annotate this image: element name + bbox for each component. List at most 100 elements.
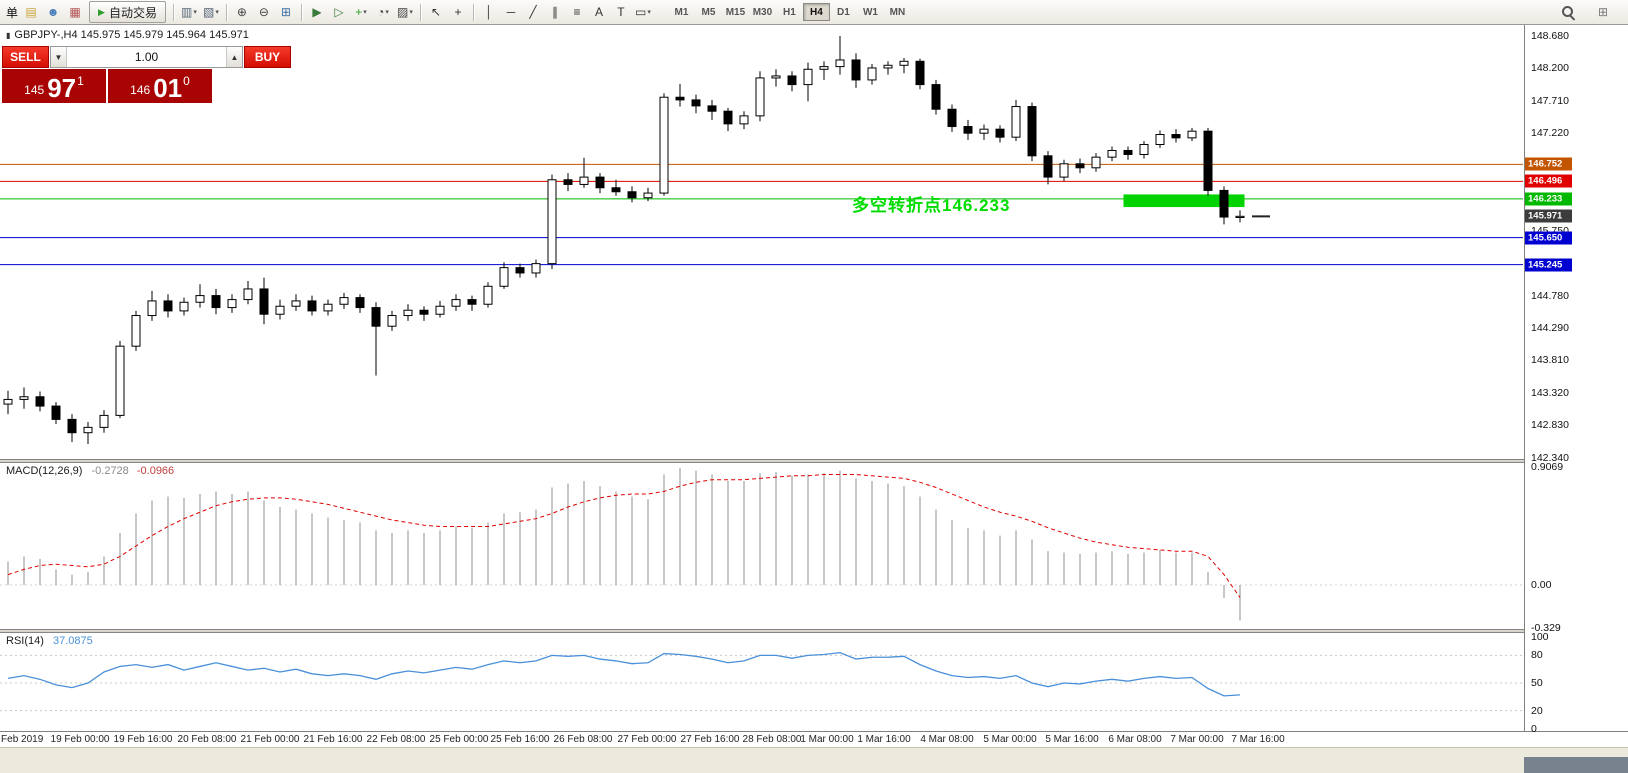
timeframe-m5[interactable]: M5 [701,6,716,18]
time-axis-label: 26 Feb 08:00 [553,734,613,745]
timeframe-m30[interactable]: M30 [752,6,773,18]
toolbar-separator [172,3,174,21]
timeframe-m15[interactable]: M15 [725,6,746,18]
crosshair-icon[interactable]: + [454,5,462,19]
timeframe-h1[interactable]: H1 [783,6,796,18]
zoom-out-icon[interactable]: ⊖ [258,5,269,19]
time-axis-label: 20 Feb 08:00 [177,734,237,745]
candle-icon: ▮ [6,30,11,40]
price-axis-label: 147.220 [1531,127,1569,140]
macd-axis-label: 0.9069 [1531,461,1564,474]
price-axis[interactable]: 148.680148.200147.710147.220146.730146.2… [1524,25,1628,735]
time-axis-label: 7 Mar 00:00 [1170,734,1224,745]
time-axis-label: 6 Mar 08:00 [1108,734,1162,745]
rsi-name: RSI(14) [6,635,44,647]
horizontal-line-icon[interactable]: ─ [506,5,516,19]
symbol-info-label: ▮ GBPJPY-,H4 145.975 145.979 145.964 145… [6,29,249,41]
ask-pipette: 0 [183,74,190,88]
search-icon[interactable] [1561,5,1576,20]
toolbar-separator [225,3,227,21]
text-icon[interactable]: A [594,5,603,19]
cursor-icon[interactable]: ↖ [430,5,441,19]
auto-scroll-icon[interactable]: ▶ [312,5,322,19]
bid-big-digits: 97 [47,72,77,103]
price-axis-label: 143.320 [1531,386,1569,399]
chevron-down-icon: ▾ [409,8,413,16]
volume-input[interactable] [67,47,226,67]
main-toolbar: 单 ▤ ☻ ▦ ▶ 自动交易 ▥ ▾ ▧ ▾ ⊕ ⊖ ⊞ ▶ ▷ + ▾ ◔ ▾ ▨ ▾ ↖ + │ ─ ╱ ∥ ≡ A T ▭ ▾ M1 M5… [0,0,1628,25]
turning-point-zone-box[interactable] [1123,194,1245,208]
timeframe-mn[interactable]: MN [889,6,906,18]
price-axis-label: 144.290 [1531,322,1569,335]
time-axis-label: 7 Mar 16:00 [1231,734,1285,745]
toolbar-separator [419,3,421,21]
price-axis-label: 148.200 [1531,61,1569,74]
profiles-icon[interactable]: ▧ ▾ [203,5,219,19]
volume-decrease-button[interactable]: ▼ [51,47,67,67]
price-axis-label: 144.780 [1531,289,1569,302]
vertical-line-icon[interactable]: │ [485,5,493,19]
macd-label: MACD(12,26,9) -0.2728 -0.0966 [6,465,174,477]
rsi-line [7,651,1241,697]
timeframe-d1[interactable]: D1 [837,6,850,18]
sell-button[interactable]: SELL [2,46,49,68]
chevron-down-icon: ▾ [215,8,219,16]
volume-increase-button[interactable]: ▲ [226,47,242,67]
text-label-icon[interactable]: T [617,5,625,19]
new-chart-icon[interactable]: ▥ ▾ [181,5,197,19]
timeframe-w1[interactable]: W1 [862,6,878,18]
horizontal-scrollbar[interactable] [0,747,1628,773]
channel-icon[interactable]: ∥ [551,5,558,19]
time-axis-label: 28 Feb 08:00 [742,734,802,745]
one-click-trading-panel: SELL ▼ ▲ BUY 145 97 1 146 01 0 [2,46,291,103]
bid-price[interactable]: 145 97 1 [2,69,106,103]
price-level-tag: 146.233 [1525,192,1572,206]
time-axis-label: 27 Feb 16:00 [680,734,740,745]
shapes-icon[interactable]: ▭ ▾ [635,5,651,19]
chevron-down-icon: ▾ [385,8,389,16]
periods-icon[interactable]: ◔ ▾ [377,5,389,19]
macd-axis-label: -0.329 [1531,621,1561,634]
market-chart-icon[interactable]: ▦ [69,5,81,19]
rsi-axis-label: 0 [1531,723,1537,735]
macd-splitter[interactable] [0,459,1628,463]
indicators-icon[interactable]: + ▾ [355,5,367,19]
tile-windows-icon[interactable]: ⊞ [280,5,291,19]
symbol-info-text: GBPJPY-,H4 145.975 145.979 145.964 145.9… [14,29,249,41]
buy-button[interactable]: BUY [244,46,291,68]
grid-icon[interactable]: ⊞ [1597,5,1609,19]
templates-icon[interactable]: ▨ ▾ [397,5,413,19]
trendline-icon[interactable]: ╱ [529,5,537,19]
rsi-axis-label: 80 [1531,649,1543,662]
fibonacci-icon[interactable]: ≡ [573,5,581,19]
order-label: 单 [6,5,19,20]
chart-shift-icon[interactable]: ▷ [334,5,344,19]
price-axis-label: 142.830 [1531,419,1569,432]
window-resize-corner[interactable] [1524,757,1628,773]
time-axis-label: 4 Mar 08:00 [920,734,974,745]
ask-price[interactable]: 146 01 0 [108,69,212,103]
time-axis-label: 19 Feb 00:00 [50,734,110,745]
price-axis-label: 143.810 [1531,354,1569,367]
volume-group: ▼ ▲ [50,46,243,68]
timeframe-m1[interactable]: M1 [674,6,689,18]
price-level-tag: 145.245 [1525,258,1572,272]
time-axis-label: 25 Feb 00:00 [429,734,489,745]
candles [3,36,1245,445]
chevron-down-icon: ▾ [363,8,367,16]
zoom-in-icon[interactable]: ⊕ [236,5,247,19]
autotrade-button[interactable]: ▶ 自动交易 [89,1,166,23]
rsi-splitter[interactable] [0,629,1628,633]
new-order-icon[interactable]: ▤ [25,5,37,19]
time-axis-label: 21 Feb 00:00 [240,734,300,745]
profile-icon[interactable]: ☻ [46,5,60,19]
toolbar-separator [472,3,474,21]
time-axis-label: 25 Feb 16:00 [490,734,550,745]
time-axis-label: 1 Mar 00:00 [800,734,854,745]
toolbar-right-group: ⊞ [1561,3,1624,22]
timeframe-h4[interactable]: H4 [802,3,830,21]
time-axis-label: 5 Mar 16:00 [1045,734,1099,745]
